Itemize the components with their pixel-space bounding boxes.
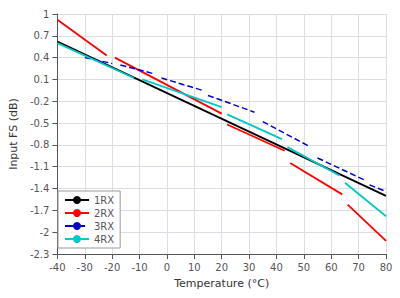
svg-text:-0.8: -0.8 [30,139,50,150]
svg-text:0.1: 0.1 [34,74,50,85]
svg-text:-2.3: -2.3 [30,249,50,260]
svg-text:0.7: 0.7 [34,30,50,41]
svg-text:3RX: 3RX [94,221,114,232]
svg-text:50: 50 [297,262,310,273]
svg-text:-10: -10 [131,262,147,273]
svg-text:Temperature (°C): Temperature (°C) [173,277,269,290]
svg-text:0: 0 [164,262,170,273]
svg-text:Input FS (dB): Input FS (dB) [7,98,20,170]
svg-text:4RX: 4RX [94,234,114,245]
svg-text:-20: -20 [104,262,120,273]
svg-text:70: 70 [352,262,365,273]
svg-text:60: 60 [325,262,338,273]
svg-text:30: 30 [243,262,256,273]
svg-text:10: 10 [188,262,201,273]
svg-text:2RX: 2RX [94,208,114,219]
svg-text:40: 40 [270,262,283,273]
svg-text:0.4: 0.4 [34,52,50,63]
svg-text:-40: -40 [49,262,65,273]
svg-text:80: 80 [380,262,393,273]
svg-text:-1.7: -1.7 [30,205,50,216]
svg-text:-0.2: -0.2 [30,96,50,107]
svg-text:-1.1: -1.1 [30,161,50,172]
svg-text:20: 20 [215,262,228,273]
svg-text:-30: -30 [77,262,93,273]
svg-text:1RX: 1RX [94,195,114,206]
svg-text:1: 1 [43,9,49,20]
svg-text:-0.5: -0.5 [30,118,50,129]
svg-text:-1.4: -1.4 [30,183,50,194]
svg-text:-2: -2 [39,227,49,238]
